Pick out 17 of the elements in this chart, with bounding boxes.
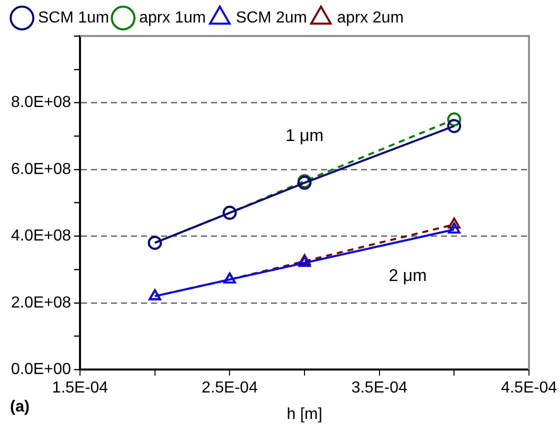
legend-label: aprx 1um: [139, 9, 206, 26]
annotation: 1 μm: [285, 126, 324, 145]
legend-label: SCM 2um: [236, 9, 307, 26]
y-tick-label: 4.0E+08: [10, 228, 72, 245]
y-tick-label: 0.0E+00: [10, 361, 72, 378]
x-tick-label: 4.5E-04: [500, 380, 558, 397]
y-tick-label: 2.0E+08: [10, 294, 72, 312]
text: (a): [10, 398, 30, 416]
annotation: 2 μm: [388, 266, 427, 285]
y-tick-label: 6.0E+08: [10, 160, 72, 178]
x-tick-label: 3.5E-04: [351, 380, 408, 397]
x-tick-label: 1.5E-04: [52, 380, 108, 397]
x-axis-title: h [m]: [286, 406, 322, 423]
legend-label: SCM 1um: [38, 9, 110, 26]
y-tick-label: 8.0E+08: [10, 94, 72, 112]
x-tick-label: 2.5E-04: [202, 380, 258, 397]
legend-label: aprx 2um: [336, 9, 404, 26]
